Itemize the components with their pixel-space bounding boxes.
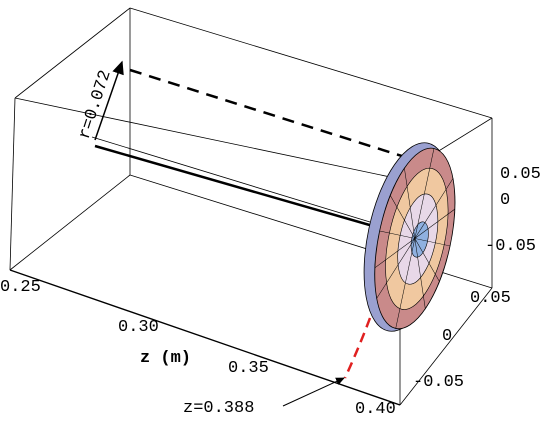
radius-label: r=0.072 (76, 68, 116, 142)
z-tick-label: 0.40 (355, 400, 396, 419)
beam-line (95, 146, 380, 228)
lower-tick-label: -0.05 (413, 373, 464, 392)
z-axis-label: z (m) (140, 349, 191, 368)
z-tick-label: 0.25 (0, 278, 41, 297)
beam-line (92, 137, 370, 222)
upper-tick-label: -0.05 (485, 237, 536, 256)
lower-tick-label: 0.05 (470, 289, 511, 308)
z-tick-label: 0.35 (228, 359, 269, 378)
z-position-marker (345, 318, 370, 378)
disk (349, 135, 470, 340)
lower-tick-label: 0 (442, 327, 452, 346)
z-tick-label: 0.30 (118, 318, 159, 337)
upper-tick-label: 0 (500, 191, 510, 210)
z-arrow (283, 378, 344, 406)
plot-3d: r=0.072 z=0.388 z (m) 0.25 0.30 0.35 0.4… (0, 0, 553, 421)
z-position-label: z=0.388 (183, 399, 254, 418)
upper-tick-label: 0.05 (500, 165, 541, 184)
dashed-guide (130, 70, 405, 157)
